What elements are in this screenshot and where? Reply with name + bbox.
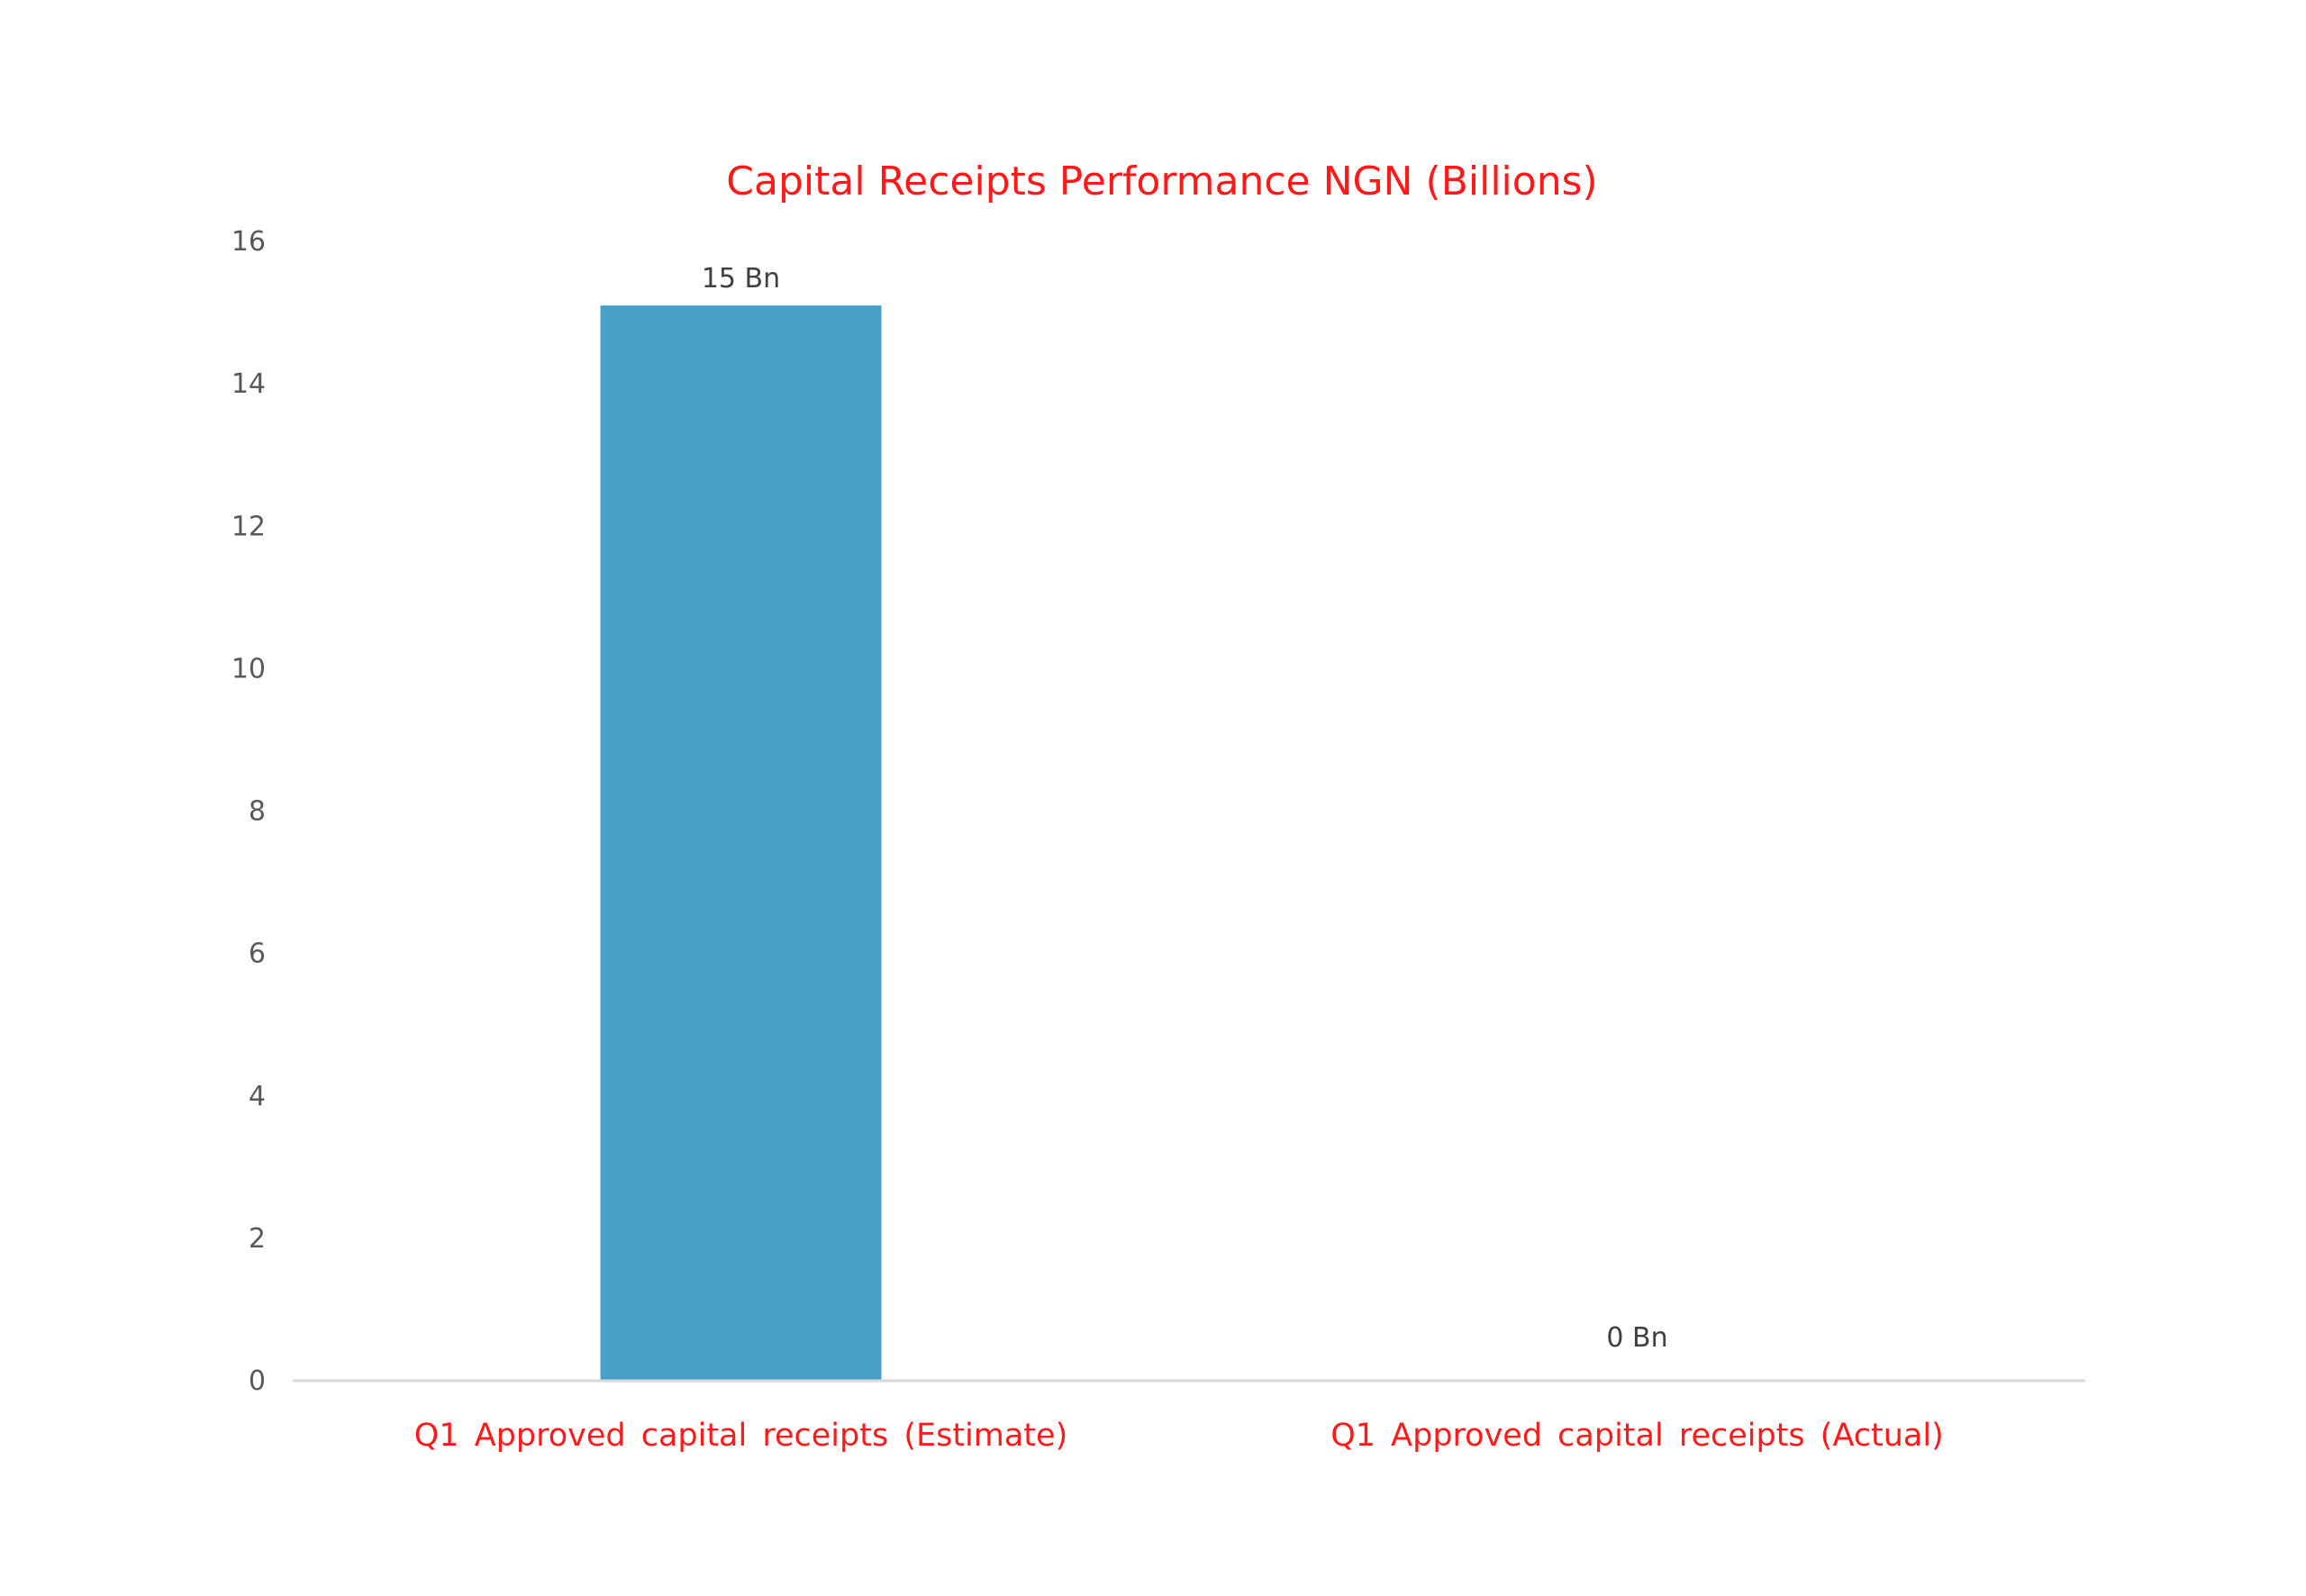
y-tick-label: 2	[249, 1223, 266, 1255]
category-label: Q1 Approved capital receipts (Estimate)	[414, 1418, 1067, 1454]
category-labels: Q1 Approved capital receipts (Estimate) Q…	[414, 1418, 1944, 1454]
y-tick-label: 0	[249, 1365, 266, 1397]
category-label: Q1 Approved capital receipts (Actual)	[1330, 1418, 1944, 1454]
data-label: 0 Bn	[1606, 1322, 1667, 1354]
y-tick-label: 14	[232, 368, 266, 400]
y-tick-label: 8	[249, 796, 266, 828]
chart-title: Capital Receipts Performance NGN (Billio…	[726, 159, 1597, 204]
data-labels: 15 Bn 0 Bn	[702, 263, 1668, 1354]
y-tick-label: 12	[232, 511, 266, 542]
bars	[600, 305, 882, 1381]
y-tick-label: 4	[249, 1081, 266, 1112]
y-axis-ticks: 0 2 4 6 8 10 12 14 16	[232, 226, 266, 1397]
data-label: 15 Bn	[702, 263, 780, 295]
y-tick-label: 16	[232, 226, 266, 258]
y-tick-label: 6	[249, 939, 266, 970]
bar	[600, 305, 882, 1381]
y-tick-label: 10	[232, 653, 266, 685]
